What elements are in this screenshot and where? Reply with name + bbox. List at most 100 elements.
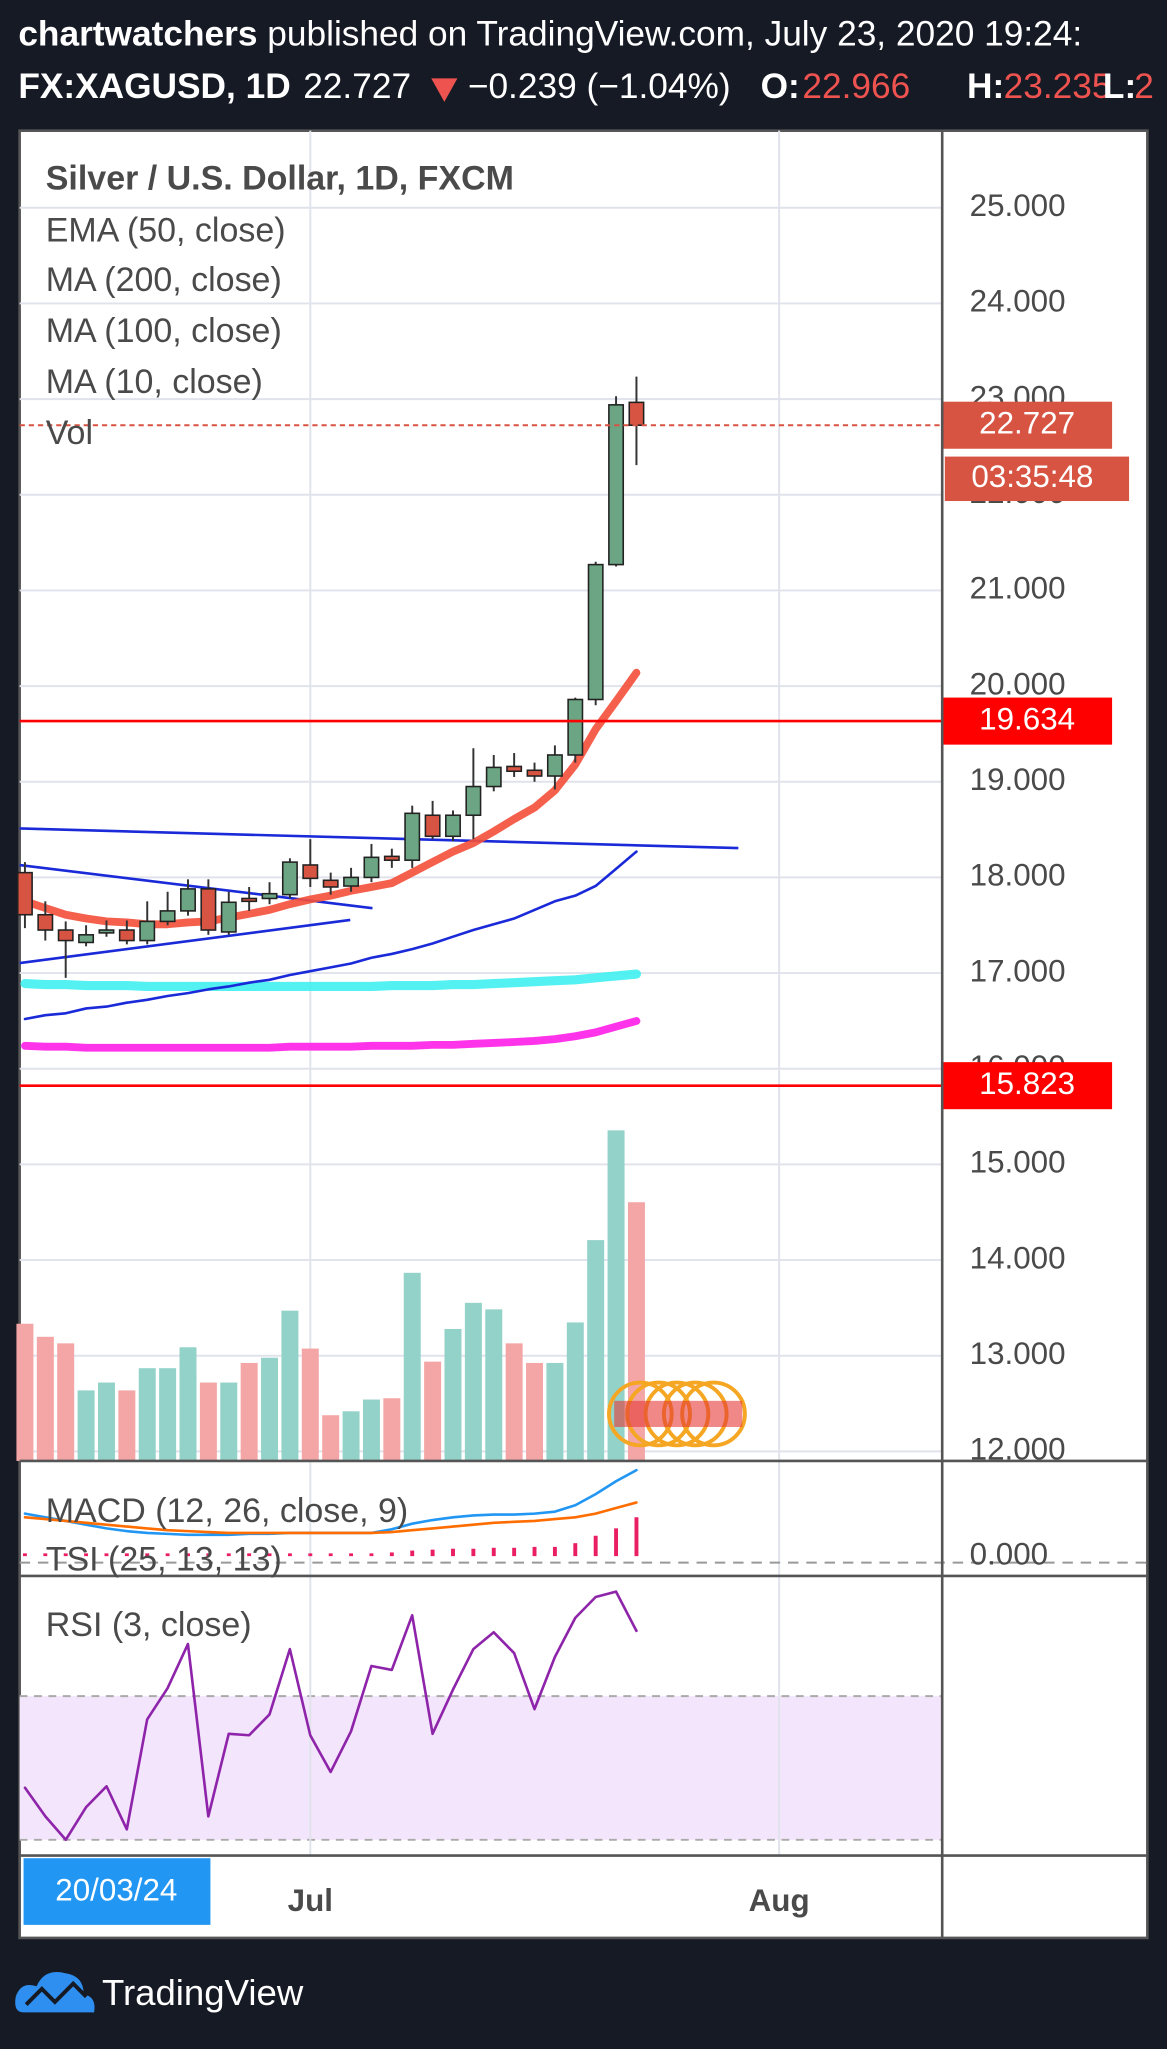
macd-histogram-bar [451, 1548, 455, 1557]
candle-body [16, 871, 33, 916]
x-tick-label: Aug [749, 1883, 810, 1918]
macd-histogram-bar [63, 1553, 68, 1557]
footer-brand: TradingView [102, 1972, 304, 2013]
macd-histogram-bar [430, 1549, 435, 1557]
indicator-line [20, 969, 641, 992]
candle-body [587, 563, 604, 701]
high-label: H: [967, 67, 1004, 106]
countdown-box [944, 456, 1130, 502]
macd-histogram-bar [593, 1535, 598, 1557]
indicator-line [21, 1017, 641, 1052]
volume-bar [261, 1357, 279, 1461]
candle-body [383, 855, 400, 861]
macd-histogram-bar [145, 1553, 150, 1557]
y-tick-label: 17.000 [970, 953, 1066, 988]
trend-line [19, 827, 739, 850]
high-value: 23.235 [1004, 67, 1112, 106]
header-line-1: chartwatchers published on TradingView.c… [18, 15, 1082, 54]
legend-entry: Vol [46, 414, 93, 452]
published: published on TradingView.com, July 23, 2… [267, 15, 1082, 54]
macd-histogram-bar [471, 1548, 476, 1557]
candle-body [445, 814, 461, 838]
macd-histogram-bar [22, 1553, 27, 1557]
volume-bar [57, 1343, 75, 1461]
volume-bar [607, 1130, 625, 1461]
down-arrow [431, 78, 458, 102]
candle-body [302, 864, 319, 880]
macd-histogram-bar [287, 1553, 292, 1557]
y-tick-label: 14.000 [970, 1240, 1066, 1275]
candle-body [465, 785, 482, 817]
author: chartwatchers [18, 15, 257, 54]
volume-bar [566, 1322, 584, 1461]
tsi-title: TSI (25, 13, 13) [46, 1541, 282, 1579]
candle-body [139, 920, 156, 942]
candle-body [57, 929, 74, 942]
indicator-line [23, 850, 638, 1021]
candle-body [363, 856, 380, 879]
candle-body [485, 766, 502, 788]
macd-histogram-bar [308, 1553, 313, 1557]
candle-body [37, 913, 54, 931]
y-tick-label: 25.000 [970, 188, 1066, 223]
rsi-title: RSI (3, close) [46, 1606, 252, 1644]
macd-histogram-bar [532, 1546, 537, 1557]
macd-histogram-bar [84, 1553, 89, 1557]
crosshair-label: 20/03/24 [55, 1872, 177, 1907]
volume-bar [322, 1415, 340, 1461]
symbol: FX:XAGUSD, 1D [18, 67, 290, 106]
chart-title: Silver / U.S. Dollar, 1D, FXCM [46, 159, 514, 197]
volume-bar [301, 1348, 319, 1461]
volume-bar [179, 1347, 197, 1461]
level-label: 19.634 [979, 701, 1075, 736]
y-tick-label: 0.000 [970, 1536, 1048, 1571]
candle-body [220, 901, 237, 933]
candle-body [526, 769, 543, 777]
macd-histogram-bar [614, 1528, 619, 1557]
candle-body [404, 812, 421, 861]
y-tick-label: 24.000 [970, 284, 1066, 319]
macd-title: MACD (12, 26, close, 9) [46, 1492, 408, 1530]
macd-histogram-bar [165, 1553, 170, 1557]
open-value: 22.966 [802, 67, 910, 106]
macd-histogram-bar [104, 1553, 109, 1557]
volume-bar [138, 1368, 156, 1461]
legend-entry: MA (100, close) [46, 312, 282, 350]
low-value: 2 [1134, 67, 1154, 106]
volume-bar [444, 1328, 462, 1461]
macd-histogram-bar [43, 1553, 48, 1557]
macd-histogram-bar [206, 1553, 211, 1557]
volume-bar [587, 1240, 605, 1461]
candle-body [200, 888, 217, 931]
candle-body [322, 879, 339, 888]
macd-histogram-bar [491, 1547, 496, 1557]
macd-histogram-bar [634, 1517, 639, 1557]
candle-body [118, 929, 135, 942]
candle-body [261, 892, 278, 900]
rsi-band [19, 1696, 943, 1840]
y-tick-label: 20.000 [970, 666, 1066, 701]
macd-histogram-bar [552, 1546, 557, 1557]
candle-body [343, 876, 360, 887]
last-price-box [942, 401, 1113, 449]
candle-body [608, 404, 625, 566]
volume-bar [281, 1310, 299, 1461]
logo-line [24, 1980, 88, 2006]
candle-body [159, 910, 176, 923]
legend: Silver / U.S. Dollar, 1D, FXCM EMA (50, … [46, 159, 514, 1644]
candle-body [424, 814, 441, 838]
candle-body [506, 765, 523, 773]
volume-bar [403, 1272, 421, 1461]
volume-bar [424, 1361, 442, 1461]
level-label: 15.823 [979, 1066, 1075, 1101]
macd-histogram-bar [512, 1547, 517, 1557]
volume-bar [342, 1411, 360, 1461]
candle-body [180, 888, 196, 912]
volume-bar [546, 1362, 564, 1461]
volume-bar [383, 1398, 401, 1461]
logo-cloud [15, 1972, 95, 2013]
candle-body [567, 698, 584, 756]
volume-bar [159, 1368, 177, 1461]
